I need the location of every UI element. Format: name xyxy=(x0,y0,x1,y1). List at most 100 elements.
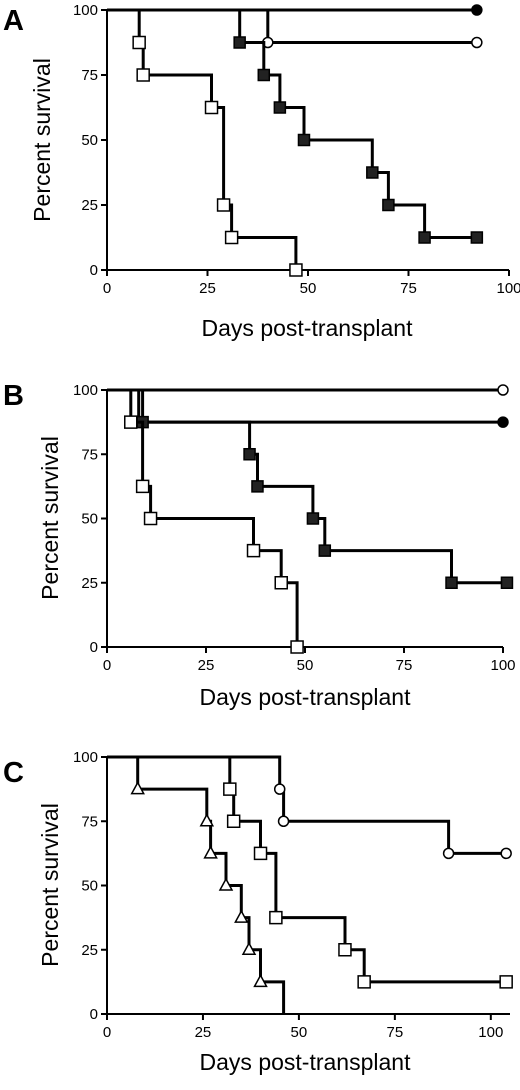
data-point-open-square xyxy=(223,782,237,796)
data-point-open-square xyxy=(224,230,239,245)
survival-step-line xyxy=(107,8,477,44)
survival-step-line xyxy=(107,388,503,424)
survival-step-line xyxy=(107,388,507,585)
x-axis-label: Days post-transplant xyxy=(200,1049,412,1075)
data-point-filled-square xyxy=(366,166,379,179)
data-point-open-square xyxy=(289,263,303,277)
data-point-open-square xyxy=(216,198,231,212)
data-point-filled-square xyxy=(257,68,271,82)
survival-step-line xyxy=(107,8,477,239)
survival-step-line xyxy=(228,757,507,984)
data-point-open-triangle xyxy=(234,909,249,923)
x-axis-label: Days post-transplant xyxy=(202,315,414,341)
y-tick-label: 25 xyxy=(81,197,98,214)
survival-step-line xyxy=(137,10,298,270)
chart-panel-c: C 0 25 50 75 100 0 25 50 75 100 Days post-transplan… xyxy=(3,749,513,1075)
data-point-filled-square xyxy=(297,133,311,147)
data-point-open-square xyxy=(338,943,352,957)
chart-panel-b: B 0 25 50 75 100 0 25 50 75 100 Days post-transplan… xyxy=(3,380,516,710)
y-tick-label: 100 xyxy=(73,2,98,19)
x-tick-label: 25 xyxy=(199,280,216,297)
series-open-circle xyxy=(107,755,512,860)
data-point-open-square xyxy=(246,543,261,558)
data-point-filled-square xyxy=(233,36,246,49)
x-tick-label: 0 xyxy=(103,657,111,674)
data-point-open-triangle xyxy=(241,941,257,955)
series-open-circle xyxy=(107,8,483,49)
data-point-open-circle xyxy=(471,36,483,49)
data-point-open-square xyxy=(226,814,241,828)
y-tick-label: 75 xyxy=(81,813,98,830)
x-tick-label: 100 xyxy=(496,280,520,297)
y-tick-label: 50 xyxy=(81,511,98,528)
data-point-open-triangle xyxy=(218,877,234,891)
data-point-open-triangle xyxy=(130,781,145,795)
y-tick-label: 100 xyxy=(73,382,98,399)
data-point-filled-square xyxy=(500,576,514,589)
x-tick-label: 0 xyxy=(103,1024,111,1041)
x-tick-label: 50 xyxy=(297,657,314,674)
y-axis-label: Percent survival xyxy=(37,436,63,600)
x-tick-label: 50 xyxy=(291,1024,308,1041)
data-point-open-triangle xyxy=(253,973,268,988)
data-point-filled-square xyxy=(273,101,287,114)
y-tick-label: 25 xyxy=(81,942,98,959)
data-point-open-circle xyxy=(273,783,286,795)
x-tick-label: 25 xyxy=(198,657,215,674)
data-point-open-square xyxy=(143,511,158,526)
panel-label: C xyxy=(3,757,24,789)
x-tick-label: 100 xyxy=(478,1024,503,1041)
data-point-open-square xyxy=(357,975,371,989)
data-point-open-square xyxy=(135,479,150,494)
data-point-open-square xyxy=(269,910,283,925)
data-point-filled-square xyxy=(306,512,320,525)
data-point-open-circle xyxy=(277,815,290,827)
data-point-open-circle xyxy=(500,847,512,860)
data-point-filled-square xyxy=(445,576,458,589)
y-tick-label: 50 xyxy=(81,878,98,895)
data-point-open-square xyxy=(253,846,268,861)
y-axis-label: Percent survival xyxy=(29,58,55,222)
data-point-filled-square xyxy=(243,448,256,461)
data-point-filled-circle xyxy=(471,4,483,16)
y-tick-label: 0 xyxy=(90,1006,98,1023)
y-tick-label: 50 xyxy=(81,132,98,149)
data-point-filled-square xyxy=(318,544,332,557)
x-tick-label: 25 xyxy=(195,1024,212,1041)
x-tick-label: 75 xyxy=(387,1024,404,1041)
y-tick-label: 25 xyxy=(81,575,98,592)
x-tick-label: 75 xyxy=(400,280,417,297)
data-point-open-square xyxy=(124,415,138,429)
series-filled-square xyxy=(107,8,484,244)
data-point-open-triangle xyxy=(199,813,215,827)
data-point-filled-square xyxy=(382,198,395,212)
series-filled-square xyxy=(107,388,514,589)
data-point-open-circle xyxy=(442,847,455,860)
data-point-open-square xyxy=(132,35,146,50)
x-tick-label: 100 xyxy=(490,657,515,674)
data-point-open-square xyxy=(499,975,513,989)
data-point-filled-square xyxy=(470,231,484,244)
y-tick-label: 100 xyxy=(73,749,98,766)
y-tick-label: 75 xyxy=(81,446,98,463)
y-tick-label: 0 xyxy=(90,262,98,279)
data-point-open-triangle xyxy=(203,845,218,859)
panel-label: B xyxy=(3,380,24,412)
y-axis-label: Percent survival xyxy=(37,803,63,967)
data-point-open-square xyxy=(204,100,219,115)
chart-panel-a: A 0 25 50 75 100 0 25 50 75 100 Days post-transplan… xyxy=(3,2,520,341)
x-tick-label: 75 xyxy=(396,657,413,674)
data-point-filled-circle xyxy=(497,416,509,428)
series-open-triangle xyxy=(130,757,286,1014)
data-point-open-circle xyxy=(497,384,509,396)
x-tick-label: 50 xyxy=(300,280,317,297)
x-tick-label: 0 xyxy=(103,280,111,297)
series-open-square xyxy=(132,10,303,277)
y-tick-label: 0 xyxy=(90,639,98,656)
y-tick-label: 75 xyxy=(81,67,98,84)
data-point-open-square xyxy=(136,68,150,82)
data-point-open-square xyxy=(290,640,304,654)
x-axis-label: Days post-transplant xyxy=(200,684,412,710)
survival-step-line xyxy=(107,755,507,855)
